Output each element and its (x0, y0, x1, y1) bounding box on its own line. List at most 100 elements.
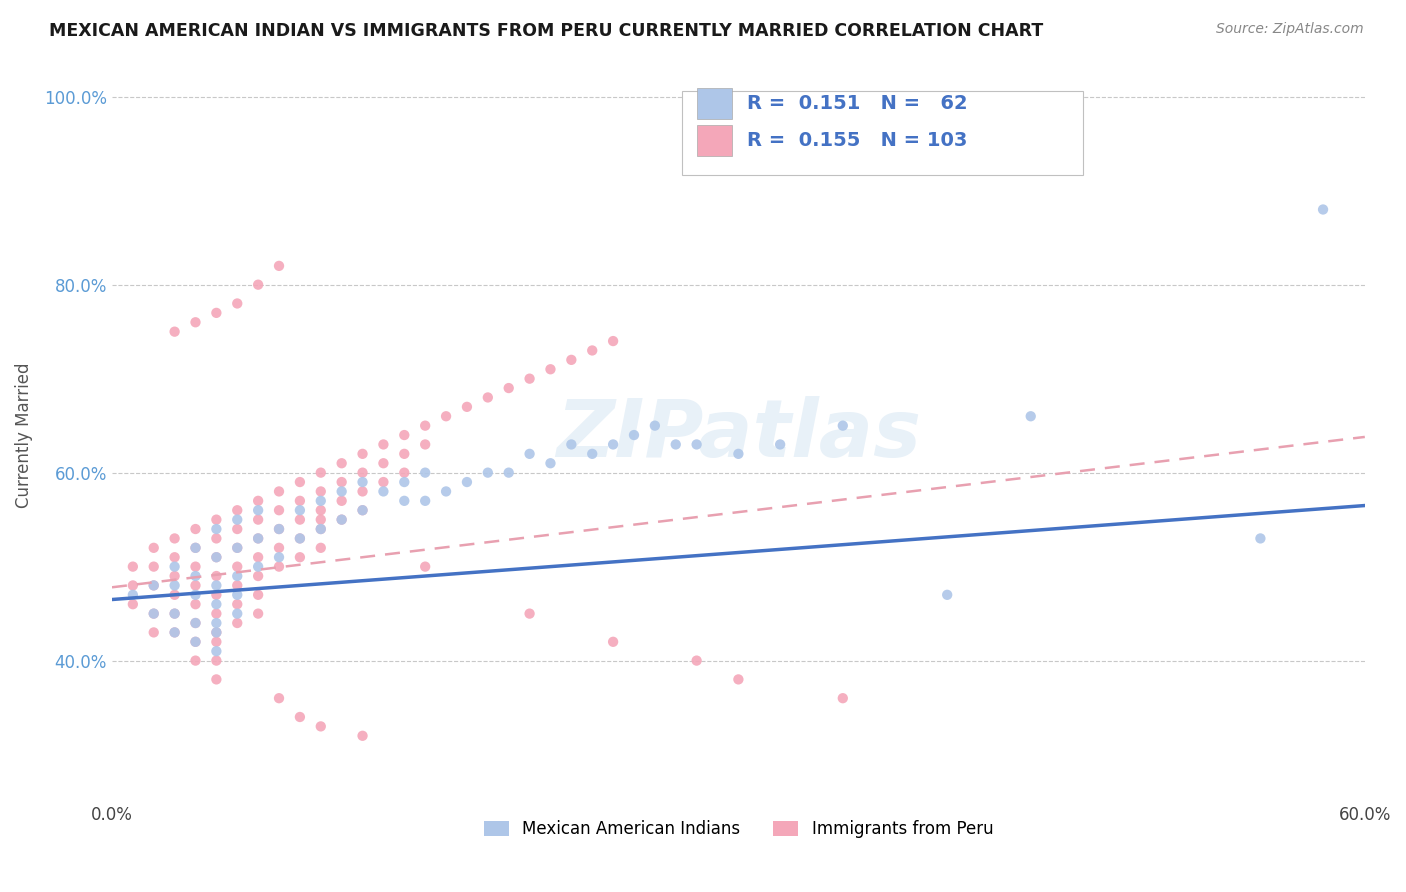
Point (205, 513, 228, 527)
Point (309, 493, 332, 508)
Point (413, 437, 436, 451)
Point (352, 447, 374, 461)
Point (267, 541, 290, 555)
Point (226, 597, 249, 611)
Point (413, 466, 436, 480)
Point (226, 615, 249, 630)
Point (267, 522, 290, 536)
Point (267, 503, 290, 517)
Point (434, 484, 457, 499)
Point (498, 466, 520, 480)
Point (936, 588, 959, 602)
Point (247, 532, 270, 546)
Point (373, 437, 395, 451)
FancyBboxPatch shape (682, 90, 1083, 175)
Point (226, 296, 249, 310)
Point (267, 522, 290, 536)
Point (247, 569, 270, 583)
Point (205, 532, 228, 546)
Point (352, 503, 374, 517)
Point (330, 456, 353, 470)
Point (352, 475, 374, 489)
Point (560, 352, 582, 367)
Point (309, 541, 332, 555)
Point (205, 306, 228, 320)
Point (163, 532, 186, 546)
Point (205, 522, 228, 536)
Point (163, 550, 186, 565)
Point (142, 559, 165, 574)
Point (519, 372, 541, 386)
Point (267, 550, 290, 565)
Point (665, 437, 688, 451)
Point (288, 475, 311, 489)
Point (288, 493, 311, 508)
Point (309, 484, 332, 499)
Point (330, 493, 353, 508)
Point (373, 475, 395, 489)
Point (184, 541, 207, 555)
Point (288, 503, 311, 517)
Point (373, 484, 395, 499)
Point (121, 578, 143, 592)
Point (247, 550, 270, 565)
Point (142, 607, 165, 621)
Point (413, 493, 436, 508)
Point (163, 625, 186, 640)
Point (288, 513, 311, 527)
Point (352, 729, 374, 743)
Point (142, 607, 165, 621)
Point (184, 635, 207, 649)
Point (288, 532, 311, 546)
Point (831, 418, 853, 433)
Text: MEXICAN AMERICAN INDIAN VS IMMIGRANTS FROM PERU CURRENTLY MARRIED CORRELATION CH: MEXICAN AMERICAN INDIAN VS IMMIGRANTS FR… (49, 22, 1043, 40)
Point (352, 484, 374, 499)
Point (247, 277, 270, 292)
Point (205, 644, 228, 658)
Point (247, 588, 270, 602)
Point (184, 654, 207, 668)
Point (205, 550, 228, 565)
Point (602, 437, 624, 451)
Point (205, 588, 228, 602)
Point (1019, 409, 1042, 424)
Point (121, 559, 143, 574)
Point (163, 588, 186, 602)
Point (226, 503, 249, 517)
Point (205, 569, 228, 583)
Point (247, 559, 270, 574)
Point (247, 607, 270, 621)
Point (163, 325, 186, 339)
Point (413, 559, 436, 574)
Point (456, 475, 478, 489)
Point (288, 550, 311, 565)
Point (309, 466, 332, 480)
Point (184, 615, 207, 630)
Point (602, 334, 624, 348)
Point (540, 456, 562, 470)
Point (184, 635, 207, 649)
Point (184, 559, 207, 574)
Point (413, 418, 436, 433)
Point (394, 466, 416, 480)
Point (373, 456, 395, 470)
Text: Source: ZipAtlas.com: Source: ZipAtlas.com (1216, 22, 1364, 37)
FancyBboxPatch shape (697, 88, 733, 119)
Point (226, 578, 249, 592)
Point (352, 466, 374, 480)
Point (226, 559, 249, 574)
Point (205, 625, 228, 640)
Point (226, 541, 249, 555)
Point (602, 635, 624, 649)
Point (121, 597, 143, 611)
Point (309, 719, 332, 733)
Point (163, 607, 186, 621)
Point (685, 437, 707, 451)
Point (519, 607, 541, 621)
Y-axis label: Currently Married: Currently Married (15, 362, 32, 508)
Point (623, 428, 645, 442)
Point (477, 466, 499, 480)
Point (205, 635, 228, 649)
Point (519, 447, 541, 461)
Point (205, 615, 228, 630)
